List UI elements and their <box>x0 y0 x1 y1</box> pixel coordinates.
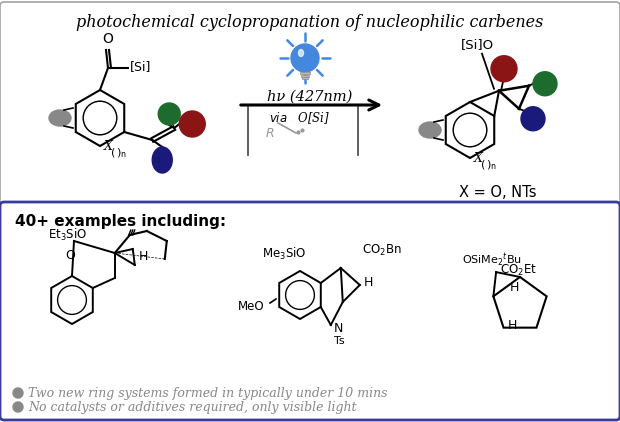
Text: H: H <box>509 281 519 294</box>
Text: X: X <box>474 152 482 165</box>
Text: O: O <box>65 249 75 262</box>
Ellipse shape <box>419 122 441 138</box>
Ellipse shape <box>49 110 71 126</box>
Circle shape <box>291 44 319 72</box>
Text: OSiMe$_2$$^t$Bu: OSiMe$_2$$^t$Bu <box>462 252 522 269</box>
Text: Me$_3$SiO: Me$_3$SiO <box>262 246 306 262</box>
Text: $R$: $R$ <box>265 127 275 140</box>
Circle shape <box>13 402 23 412</box>
Circle shape <box>158 103 180 125</box>
FancyBboxPatch shape <box>0 2 620 209</box>
Text: ($\,$)$_\mathregular{n}$: ($\,$)$_\mathregular{n}$ <box>479 158 497 172</box>
Text: X: X <box>104 140 112 153</box>
Text: $via$   O[Si]: $via$ O[Si] <box>269 110 330 126</box>
Text: MeO: MeO <box>238 300 265 314</box>
Text: O: O <box>102 32 113 46</box>
Circle shape <box>521 107 545 131</box>
Ellipse shape <box>298 49 304 57</box>
Bar <box>300 72 310 74</box>
Bar <box>301 75 309 76</box>
Text: 40+ examples including:: 40+ examples including: <box>15 214 226 229</box>
Text: X = O, NTs: X = O, NTs <box>459 185 537 200</box>
Text: [Si]: [Si] <box>130 60 151 73</box>
Text: H: H <box>364 276 373 289</box>
Text: hν (427nm): hν (427nm) <box>267 90 353 104</box>
Text: Two new ring systems formed in typically under 10 mins: Two new ring systems formed in typically… <box>28 387 387 400</box>
Text: No catalysts or additives required, only visible light: No catalysts or additives required, only… <box>28 400 356 414</box>
Bar <box>302 77 308 79</box>
Text: N: N <box>334 322 343 335</box>
Text: CO$_2$Bn: CO$_2$Bn <box>362 243 402 257</box>
Circle shape <box>13 388 23 398</box>
Text: ($\,$)$_\mathregular{n}$: ($\,$)$_\mathregular{n}$ <box>110 146 126 160</box>
Ellipse shape <box>153 147 172 173</box>
Text: H: H <box>508 319 517 332</box>
Text: Ts: Ts <box>334 336 344 346</box>
Text: photochemical cyclopropanation of nucleophilic carbenes: photochemical cyclopropanation of nucleo… <box>76 14 544 31</box>
Circle shape <box>491 56 517 82</box>
Circle shape <box>179 111 205 137</box>
FancyBboxPatch shape <box>0 202 620 420</box>
Text: [Si]O: [Si]O <box>461 38 494 51</box>
Text: H: H <box>139 251 148 263</box>
Text: CO$_2$Et: CO$_2$Et <box>500 262 537 278</box>
Text: Et$_3$SiO: Et$_3$SiO <box>48 227 87 243</box>
Circle shape <box>533 72 557 96</box>
